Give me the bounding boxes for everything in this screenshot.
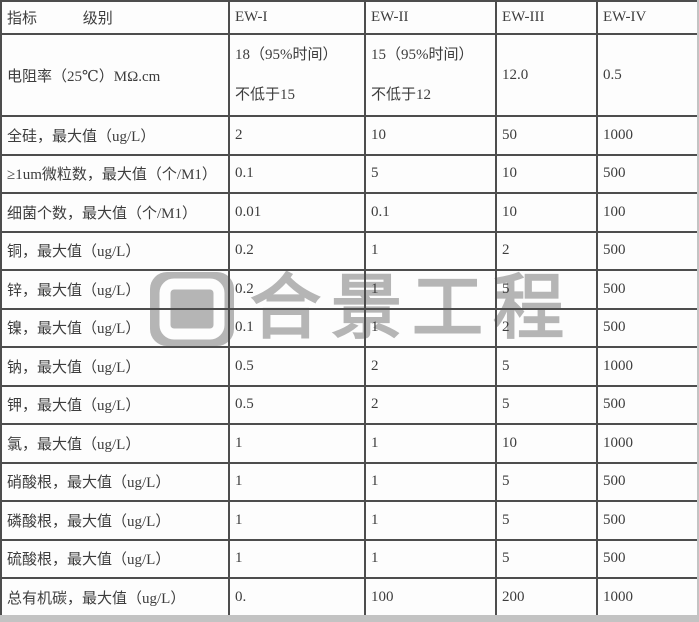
row-label: 钾，最大值（ug/L） [0, 384, 230, 425]
table-row-potassium: 钾，最大值（ug/L） 0.5 2 5 500 [0, 384, 697, 425]
value-cell: 5 [364, 153, 497, 194]
value-cell: 0.5 [228, 346, 366, 387]
header-indicator-label: 指标 [7, 11, 38, 27]
value-cell: 0.2 [228, 269, 366, 310]
header-col-ew3: EW-III [495, 0, 598, 35]
value-cell: 500 [596, 269, 697, 310]
row-label: 电阻率（25℃）MΩ.cm [0, 33, 230, 117]
table-row-toc: 总有机碳，最大值（ug/L） 0. 100 200 1000 [0, 577, 697, 615]
value-cell: 5 [495, 346, 598, 387]
row-label: 磷酸根，最大值（ug/L） [0, 500, 230, 541]
value-cell: 0.5 [596, 33, 697, 117]
value-cell: 2 [364, 384, 497, 425]
value-cell: 5 [495, 384, 598, 425]
table-row-nitrate: 硝酸根，最大值（ug/L） 1 1 5 500 [0, 461, 697, 502]
value-cell: 10 [364, 115, 497, 156]
value-cell: 1 [228, 538, 366, 579]
row-label: 总有机碳，最大值（ug/L） [0, 577, 230, 615]
row-label: 锌，最大值（ug/L） [0, 269, 230, 310]
row-label: 硫酸根，最大值（ug/L） [0, 538, 230, 579]
value-cell: 15（95%时间） 不低于12 [364, 33, 497, 117]
value-cell: 5 [495, 538, 598, 579]
value-cell: 1 [364, 230, 497, 271]
row-label: 钠，最大值（ug/L） [0, 346, 230, 387]
value-cell: 500 [596, 307, 697, 348]
value-cell: 500 [596, 153, 697, 194]
value-cell: 18（95%时间） 不低于15 [228, 33, 366, 117]
row-label: 铜，最大值（ug/L） [0, 230, 230, 271]
value-cell: 12.0 [495, 33, 598, 117]
table-row-particles: ≥1um微粒数，最大值（个/M1） 0.1 5 10 500 [0, 153, 697, 194]
value-cell: 1 [228, 461, 366, 502]
value-cell: 0.1 [228, 307, 366, 348]
value-cell: 500 [596, 230, 697, 271]
value-cell: 10 [495, 153, 598, 194]
value-cell: 1000 [596, 115, 697, 156]
table-row-chloride: 氯，最大值（ug/L） 1 1 10 1000 [0, 423, 697, 464]
value-cell: 2 [495, 230, 598, 271]
value-cell: 0.01 [228, 192, 366, 233]
header-col-ew1: EW-I [228, 0, 366, 35]
table-row-nickel: 镍，最大值（ug/L） 0.1 1 2 500 [0, 307, 697, 348]
header-row: 指标 级别 EW-I EW-II EW-III EW-IV [0, 0, 697, 35]
header-indicator-level: 指标 级别 [0, 0, 230, 35]
row-label: 氯，最大值（ug/L） [0, 423, 230, 464]
value-cell: 0.1 [364, 192, 497, 233]
table-row-sodium: 钠，最大值（ug/L） 0.5 2 5 1000 [0, 346, 697, 387]
value-cell: 5 [495, 269, 598, 310]
row-label: 硝酸根，最大值（ug/L） [0, 461, 230, 502]
value-cell: 2 [228, 115, 366, 156]
table-row-resistivity: 电阻率（25℃）MΩ.cm 18（95%时间） 不低于15 15（95%时间） … [0, 33, 697, 117]
value-cell: 5 [495, 461, 598, 502]
table-row-sulfate: 硫酸根，最大值（ug/L） 1 1 5 500 [0, 538, 697, 579]
value-cell: 50 [495, 115, 598, 156]
row-label: ≥1um微粒数，最大值（个/M1） [0, 153, 230, 194]
table-row-copper: 铜，最大值（ug/L） 0.2 1 2 500 [0, 230, 697, 271]
table-row-zinc: 锌，最大值（ug/L） 0.2 1 5 500 [0, 269, 697, 310]
header-col-ew4: EW-IV [596, 0, 697, 35]
value-cell: 2 [364, 346, 497, 387]
value-cell: 10 [495, 192, 598, 233]
value-cell: 1 [364, 423, 497, 464]
header-col-ew2: EW-II [364, 0, 497, 35]
value-cell: 1000 [596, 423, 697, 464]
value-cell: 0. [228, 577, 366, 615]
table-row-silica: 全硅，最大值（ug/L） 2 10 50 1000 [0, 115, 697, 156]
value-cell: 1 [364, 538, 497, 579]
row-label: 细菌个数，最大值（个/M1） [0, 192, 230, 233]
value-cell: 0.1 [228, 153, 366, 194]
value-cell: 200 [495, 577, 598, 615]
header-level-label: 级别 [82, 11, 113, 27]
row-label: 镍，最大值（ug/L） [0, 307, 230, 348]
value-cell: 2 [495, 307, 598, 348]
value-cell: 10 [495, 423, 598, 464]
value-cell: 0.2 [228, 230, 366, 271]
value-cell: 500 [596, 500, 697, 541]
value-cell: 1 [364, 500, 497, 541]
value-cell: 1 [364, 269, 497, 310]
value-cell: 1 [228, 423, 366, 464]
row-label: 全硅，最大值（ug/L） [0, 115, 230, 156]
value-cell: 500 [596, 384, 697, 425]
value-cell: 500 [596, 538, 697, 579]
value-cell: 100 [596, 192, 697, 233]
table-row-bacteria: 细菌个数，最大值（个/M1） 0.01 0.1 10 100 [0, 192, 697, 233]
value-cell: 1 [364, 461, 497, 502]
value-cell: 100 [364, 577, 497, 615]
value-cell: 1 [364, 307, 497, 348]
value-cell: 1000 [596, 577, 697, 615]
table-row-phosphate: 磷酸根，最大值（ug/L） 1 1 5 500 [0, 500, 697, 541]
value-cell: 1000 [596, 346, 697, 387]
value-cell: 0.5 [228, 384, 366, 425]
value-cell: 1 [228, 500, 366, 541]
value-cell: 5 [495, 500, 598, 541]
value-cell: 500 [596, 461, 697, 502]
